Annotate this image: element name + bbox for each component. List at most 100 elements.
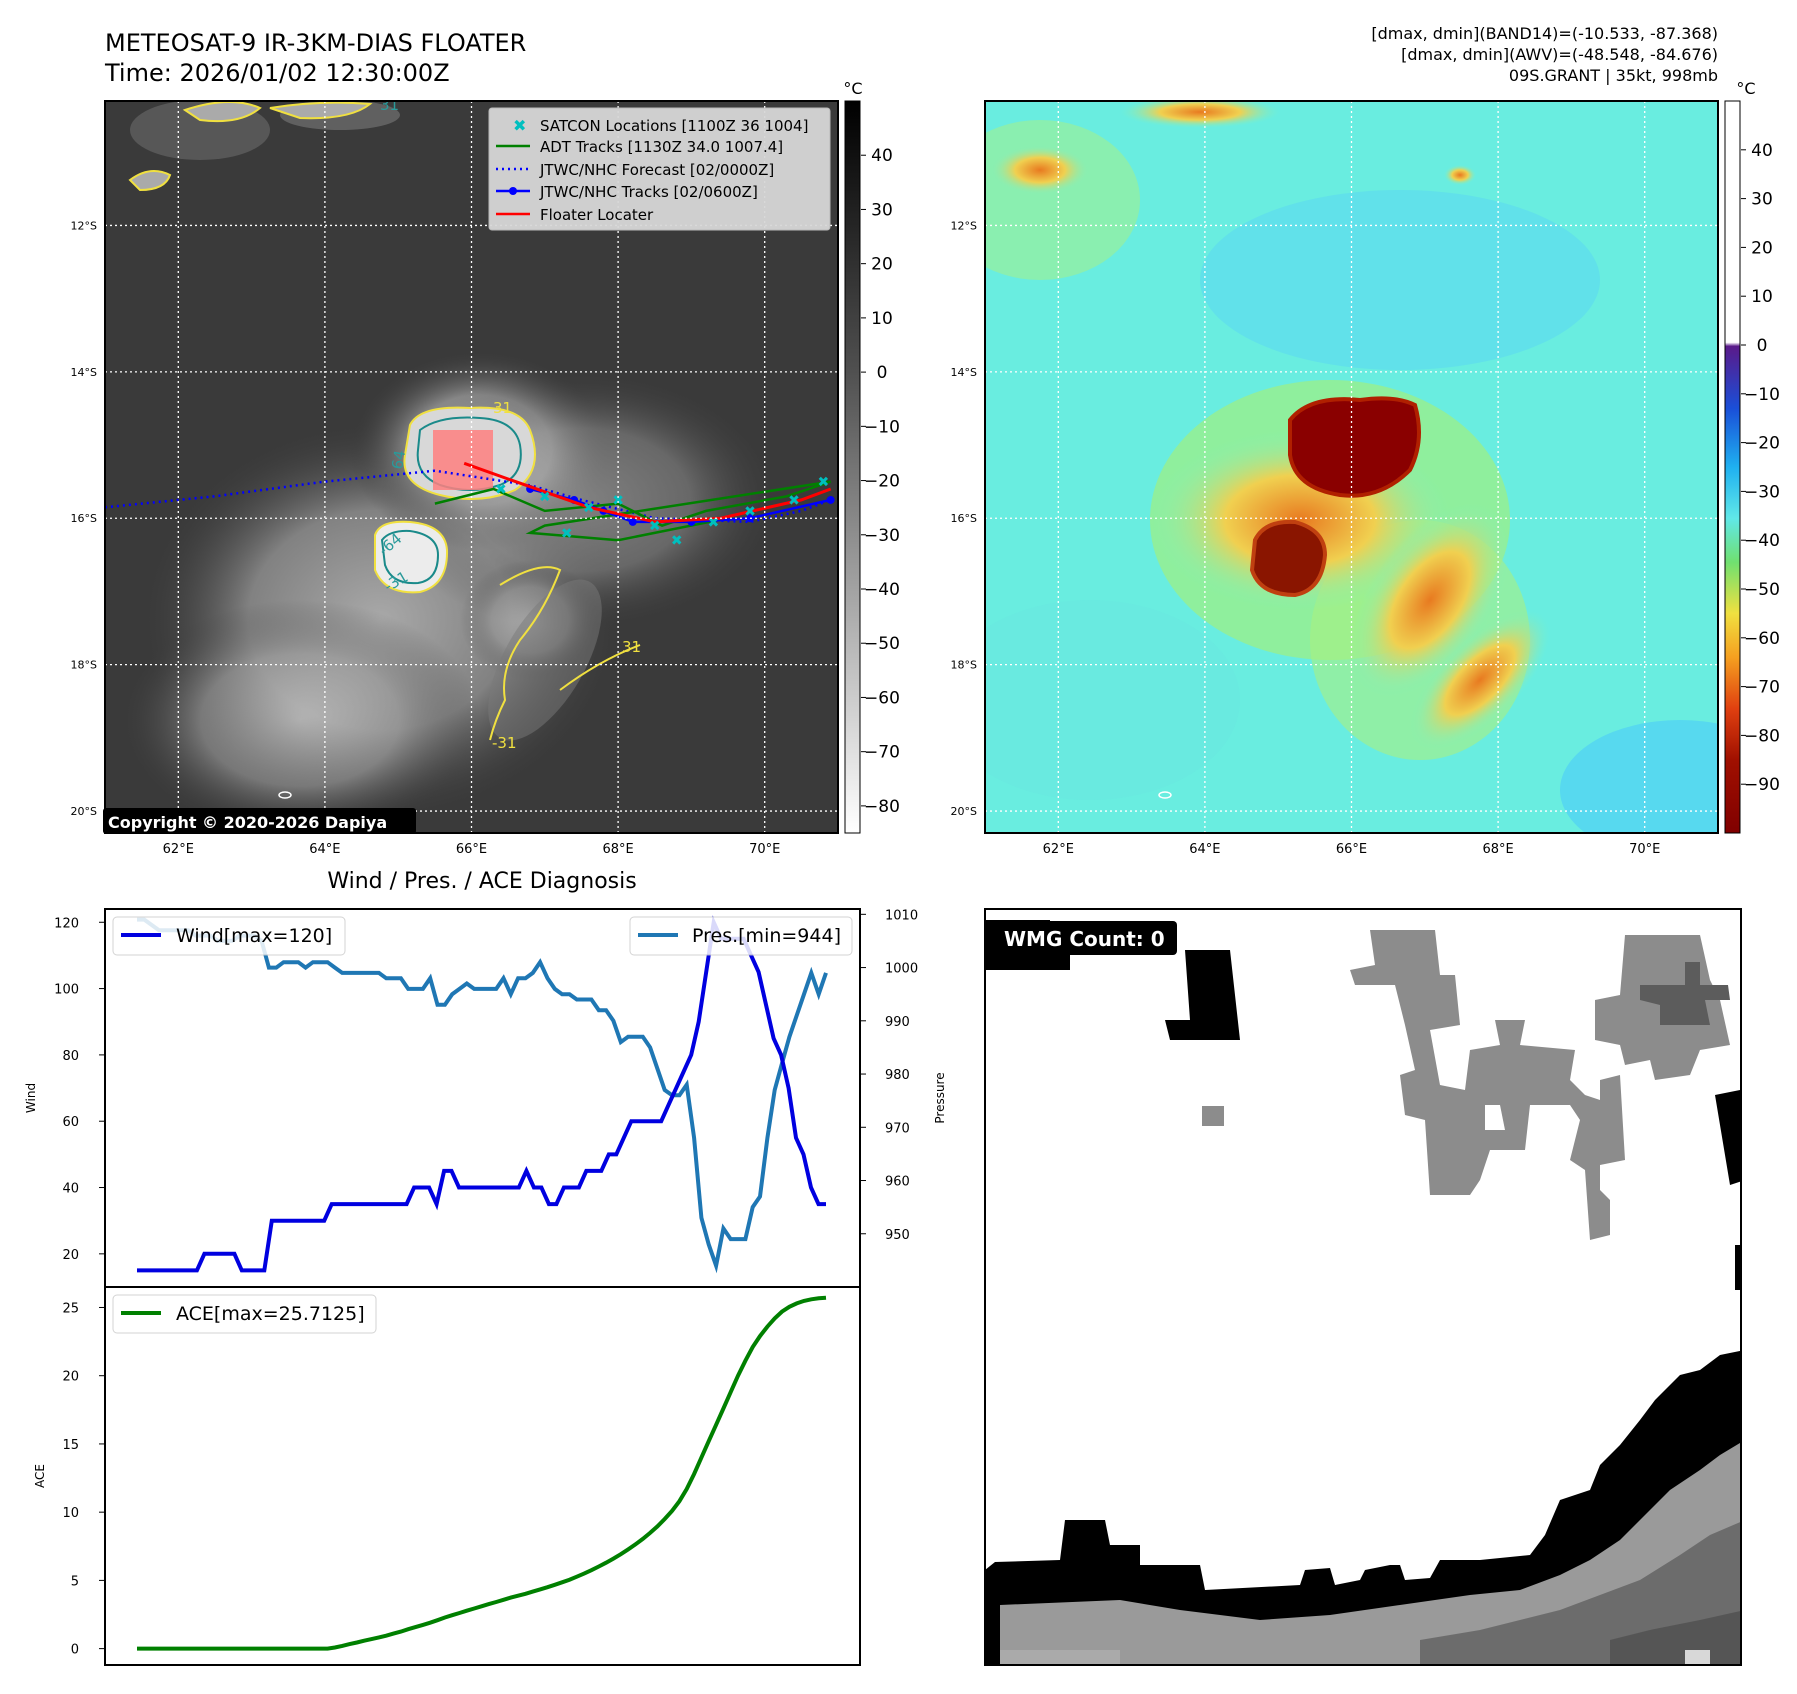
figure-title: METEOSAT-9 IR-3KM-DIAS FLOATER	[105, 29, 526, 57]
ir-floater-box	[433, 430, 493, 490]
ir-lat-tick-label: 20°S	[71, 805, 97, 818]
colorbar-tick-label: −60	[864, 688, 900, 708]
colorbar-tick-label: 20	[1751, 238, 1773, 258]
satcon-point: ✖	[561, 526, 573, 542]
contour-label: 31	[380, 96, 399, 114]
wv-lon-tick-label: 66°E	[1336, 842, 1367, 857]
wv-lat-tick-label: 16°S	[951, 512, 977, 525]
wv-gridlines	[985, 101, 1718, 833]
wv-colorbar: °C 40 30 20 10 0 −10 −20 −30 −40 −50 −60 −70 −80 −90	[1724, 79, 1780, 834]
y-tick-label: 980	[885, 1068, 910, 1083]
jtwc-track-point	[628, 517, 637, 526]
colorbar-tick-label: 0	[877, 363, 888, 383]
copyright-text: Copyright © 2020-2026 Dapiya	[108, 813, 387, 832]
y-tick-label: 970	[885, 1121, 910, 1136]
ir-lon-tick-label: 66°E	[456, 842, 487, 857]
colorbar-tick-label: 10	[1751, 287, 1773, 307]
ace-legend-label: ACE[max=25.7125]	[176, 1303, 365, 1325]
colorbar-tick-label: −70	[864, 743, 900, 763]
ir-lon-tick-label: 70°E	[749, 842, 780, 857]
colorbar-tick-label: −70	[1744, 678, 1780, 698]
ir-axis-ticks: 62°E 64°E 66°E 68°E 70°E 12°S 14°S 16°S 18°S 20°S	[71, 219, 781, 857]
colorbar-tick-label: 40	[871, 146, 893, 166]
jtwc-track-point	[826, 495, 835, 504]
colorbar-tick-label: −60	[1744, 629, 1780, 649]
ir-lat-tick-label: 14°S	[71, 366, 97, 379]
y-tick-label: 120	[54, 916, 79, 931]
y-tick-label: 80	[62, 1049, 79, 1064]
colorbar-tick-label: 20	[871, 255, 893, 275]
ir-lon-tick-label: 64°E	[309, 842, 340, 857]
y-tick-label: 25	[62, 1301, 79, 1316]
legend-x-marker: ✖	[513, 116, 526, 135]
wv-lat-tick-label: 14°S	[951, 366, 977, 379]
colorbar-tick-label: 30	[1751, 190, 1773, 210]
legend-tracks-marker	[509, 187, 517, 195]
satcon-point: ✖	[539, 489, 551, 505]
pressure-legend-label: Pres.[min=944]	[692, 925, 841, 947]
y-tick-label: 40	[62, 1182, 79, 1197]
wv-cold-core-north	[1288, 396, 1421, 498]
colorbar-tick-label: 30	[871, 200, 893, 220]
y-tick-label: 20	[62, 1370, 79, 1385]
ir-lon-tick-label: 62°E	[163, 842, 194, 857]
wv-axis-ticks: 62°E 64°E 66°E 68°E 70°E 12°S 14°S 16°S 18°S 20°S	[951, 219, 1661, 857]
legend-forecast: JTWC/NHC Forecast [02/0000Z]	[539, 161, 774, 179]
wv-lon-tick-label: 64°E	[1189, 842, 1220, 857]
wv-lon-tick-label: 70°E	[1629, 842, 1660, 857]
wmg-label-box	[997, 921, 1177, 955]
wmg-count-label: WMG Count: 0	[1004, 927, 1165, 951]
colorbar-tick-label: −90	[1744, 775, 1780, 795]
colorbar-tick-label: 40	[1751, 141, 1773, 161]
contour-label: 64	[388, 449, 409, 471]
y-tick-label: 20	[62, 1248, 79, 1263]
colorbar-tick-label: −20	[864, 472, 900, 492]
satcon-point: ✖	[744, 504, 756, 520]
satcon-point: ✖	[612, 493, 624, 509]
contour-label: 31	[622, 638, 641, 656]
wind-axis-label: Wind	[24, 1083, 38, 1113]
info-line-1: [dmax, dmin](BAND14)=(-10.533, -87.368)	[1371, 24, 1718, 43]
contour-label: -31	[492, 734, 517, 752]
wind-pressure-frame	[104, 908, 861, 1288]
wv-lon-tick-label: 62°E	[1043, 842, 1074, 857]
wv-map-panel: 62°E 64°E 66°E 68°E 70°E 12°S 14°S 16°S 18°S 20°S	[951, 100, 1719, 857]
wind-legend: Wind[max=120]	[112, 916, 346, 956]
ir-colorbar: °C 40 30 20 10 0 −10 −20 −30 −40 −50 −60 −70 −80	[843, 79, 900, 834]
y-tick-label: 1000	[885, 962, 918, 977]
ace-chart: 0 5 10 15 20 25 ACE ACE[max=25.7125]	[33, 1286, 861, 1666]
satcon-point: ✖	[671, 533, 683, 549]
figure-time: Time: 2026/01/02 12:30:00Z	[104, 59, 450, 87]
wv-lon-tick-label: 68°E	[1482, 842, 1513, 857]
wmg-frame	[984, 908, 1742, 1666]
satcon-point: ✖	[495, 482, 507, 498]
satcon-point: ✖	[649, 519, 661, 535]
y-tick-label: 15	[62, 1438, 79, 1453]
colorbar-tick-label: −20	[1744, 434, 1780, 454]
ir-map-panel: ✖ ✖✖ ✖✖✖✖✖✖✖✖ 31 64 -64 -31 31 -31 31 62°E…	[71, 96, 839, 857]
ir-cloud-field: ✖ ✖✖ ✖✖✖✖✖✖✖✖ 31 64 -64 -31 31 -31 31	[105, 96, 838, 833]
colorbar-tick-label: −80	[864, 797, 900, 817]
satcon-point: ✖	[788, 493, 800, 509]
y-tick-label: 60	[62, 1115, 79, 1130]
ace-axis-label: ACE	[33, 1464, 47, 1488]
colorbar-tick-label: 10	[871, 309, 893, 329]
colorbar-tick-label: −50	[864, 634, 900, 654]
floater-track-line	[463, 461, 832, 524]
colorbar-tick-label: −10	[1744, 385, 1780, 405]
legend-adt: ADT Tracks [1130Z 34.0 1007.4]	[540, 138, 783, 156]
legend-floater: Floater Locater	[540, 206, 654, 224]
colorbar-tick-label: −30	[1744, 482, 1780, 502]
ir-cold-core-south	[374, 520, 449, 594]
colorbar-tick-label: −50	[1744, 580, 1780, 600]
y-tick-label: 10	[62, 1506, 79, 1521]
y-tick-label: 0	[71, 1643, 79, 1658]
info-line-2: [dmax, dmin](AWV)=(-48.548, -84.676)	[1401, 45, 1718, 64]
ir-lon-tick-label: 68°E	[602, 842, 633, 857]
pressure-legend: Pres.[min=944]	[629, 916, 853, 956]
wv-map-frame	[984, 100, 1719, 834]
wv-lat-tick-label: 12°S	[951, 219, 977, 232]
y-tick-label: 960	[885, 1175, 910, 1190]
diagnosis-title: Wind / Pres. / ACE Diagnosis	[327, 869, 636, 894]
